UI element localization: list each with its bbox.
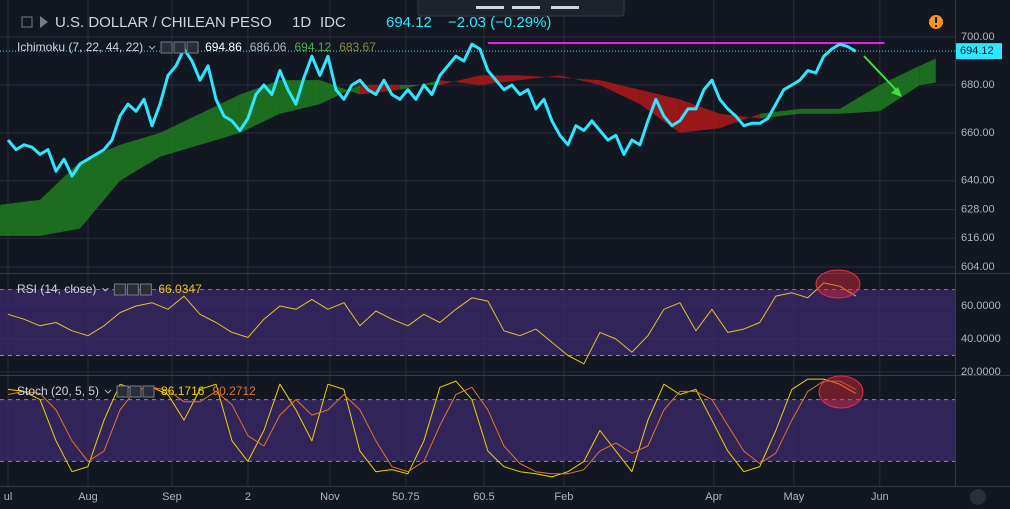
highlight-circle <box>815 269 861 299</box>
cloud-segment <box>559 75 600 85</box>
legend-button[interactable] <box>116 385 129 398</box>
cloud-segment <box>839 84 880 114</box>
indicator-title: RSI (14, close) <box>17 282 96 296</box>
price-tag-label: 694.12 <box>960 45 994 57</box>
y-tick-label: 660.00 <box>961 127 995 139</box>
y-tick-label: 628.00 <box>961 203 995 215</box>
x-tick-label: ul <box>4 491 13 503</box>
auto-scale-button[interactable] <box>970 489 986 505</box>
exchange: IDC <box>320 14 346 31</box>
indicator-title: Stoch (20, 5, 5) <box>17 384 99 398</box>
cloud-segment <box>879 65 920 112</box>
toolbar-icon[interactable] <box>551 6 579 9</box>
y-tick-label: 640.00 <box>961 175 995 187</box>
y-tick-label: 20.0000 <box>961 366 1001 378</box>
dropdown-icon <box>104 389 112 394</box>
legend-value: 86.1716 <box>161 384 205 398</box>
cloud-segment <box>279 80 320 114</box>
legend-button[interactable] <box>142 385 155 398</box>
legend-value: 90.2712 <box>212 384 256 398</box>
legend-button[interactable] <box>160 41 173 54</box>
y-tick-label: 680.00 <box>961 79 995 91</box>
y-tick-label: 60.0000 <box>961 300 1001 312</box>
x-tick-label: 50.75 <box>392 491 420 503</box>
price-change: −2.03 (−0.29%) <box>448 14 551 31</box>
alert-icon-mark <box>935 17 937 23</box>
cloud-segment <box>319 80 360 105</box>
cloud-segment <box>199 94 240 145</box>
toolbar-icon[interactable] <box>476 6 504 9</box>
y-tick-label: 700.00 <box>961 31 995 43</box>
cloud-segment <box>39 161 80 236</box>
plots <box>0 42 955 478</box>
last-price: 694.12 <box>386 14 432 31</box>
indicator-title: Ichimoku (7, 22, 44, 22) <box>17 40 143 54</box>
y-tick-label: 604.00 <box>961 261 995 273</box>
cloud-segment <box>719 113 760 129</box>
x-tick-label: Apr <box>705 491 722 503</box>
toolbar-icon[interactable] <box>512 6 540 9</box>
legend-button[interactable] <box>129 385 142 398</box>
legend-button[interactable] <box>113 283 126 296</box>
legend-value: 694.12 <box>294 40 331 54</box>
x-tick-label: Jun <box>871 491 889 503</box>
x-tick-label: Sep <box>162 491 182 503</box>
level-band <box>0 289 955 356</box>
cloud-segment <box>799 108 840 114</box>
cloud-segment <box>79 144 120 229</box>
price-tag <box>956 43 1002 60</box>
x-tick-label: May <box>783 491 804 503</box>
series-line <box>7 282 857 365</box>
level-band <box>0 399 955 462</box>
legend-button[interactable] <box>139 283 152 296</box>
series-line <box>6 42 857 178</box>
dropdown-icon <box>102 287 109 292</box>
highlight-circle <box>818 375 864 409</box>
dropdown-icon <box>148 45 156 50</box>
legend-button[interactable] <box>173 41 186 54</box>
x-tick-label: Aug <box>78 491 98 503</box>
collapse-icon[interactable] <box>21 16 33 28</box>
symbol-icon <box>40 16 48 28</box>
arrow-head <box>891 87 902 97</box>
x-tick-label: 2 <box>245 491 251 503</box>
arrow <box>863 55 899 93</box>
y-tick-label: 616.00 <box>961 232 995 244</box>
interval: 1D <box>292 14 311 31</box>
legend-button[interactable] <box>126 283 139 296</box>
x-tick-label: Nov <box>320 491 340 503</box>
y-tick-label: 40.0000 <box>961 333 1001 345</box>
legend-value: 686.06 <box>250 40 287 54</box>
x-tick-label: Feb <box>554 491 573 503</box>
cloud-segment <box>599 80 640 105</box>
legends: Ichimoku (7, 22, 44, 22) 694.86 686.06 694.… <box>17 40 376 398</box>
legend-button[interactable] <box>186 41 199 54</box>
alert-icon-mark <box>935 25 937 27</box>
legend-value: 683.67 <box>339 40 376 54</box>
cloud-segment <box>119 132 160 181</box>
cloud-segment <box>919 58 936 85</box>
symbol: U.S. DOLLAR / CHILEAN PESO <box>55 14 272 31</box>
cloud-segment <box>519 75 560 81</box>
x-tick-label: 60.5 <box>473 491 494 503</box>
cloud-segment <box>479 75 520 85</box>
cloud-segment <box>159 113 200 157</box>
legend-value: 66.0347 <box>158 282 202 296</box>
legend-value: 694.86 <box>205 40 242 54</box>
cloud-segment <box>439 75 480 85</box>
cloud-segment <box>0 199 40 236</box>
cloud-segment <box>399 80 440 90</box>
